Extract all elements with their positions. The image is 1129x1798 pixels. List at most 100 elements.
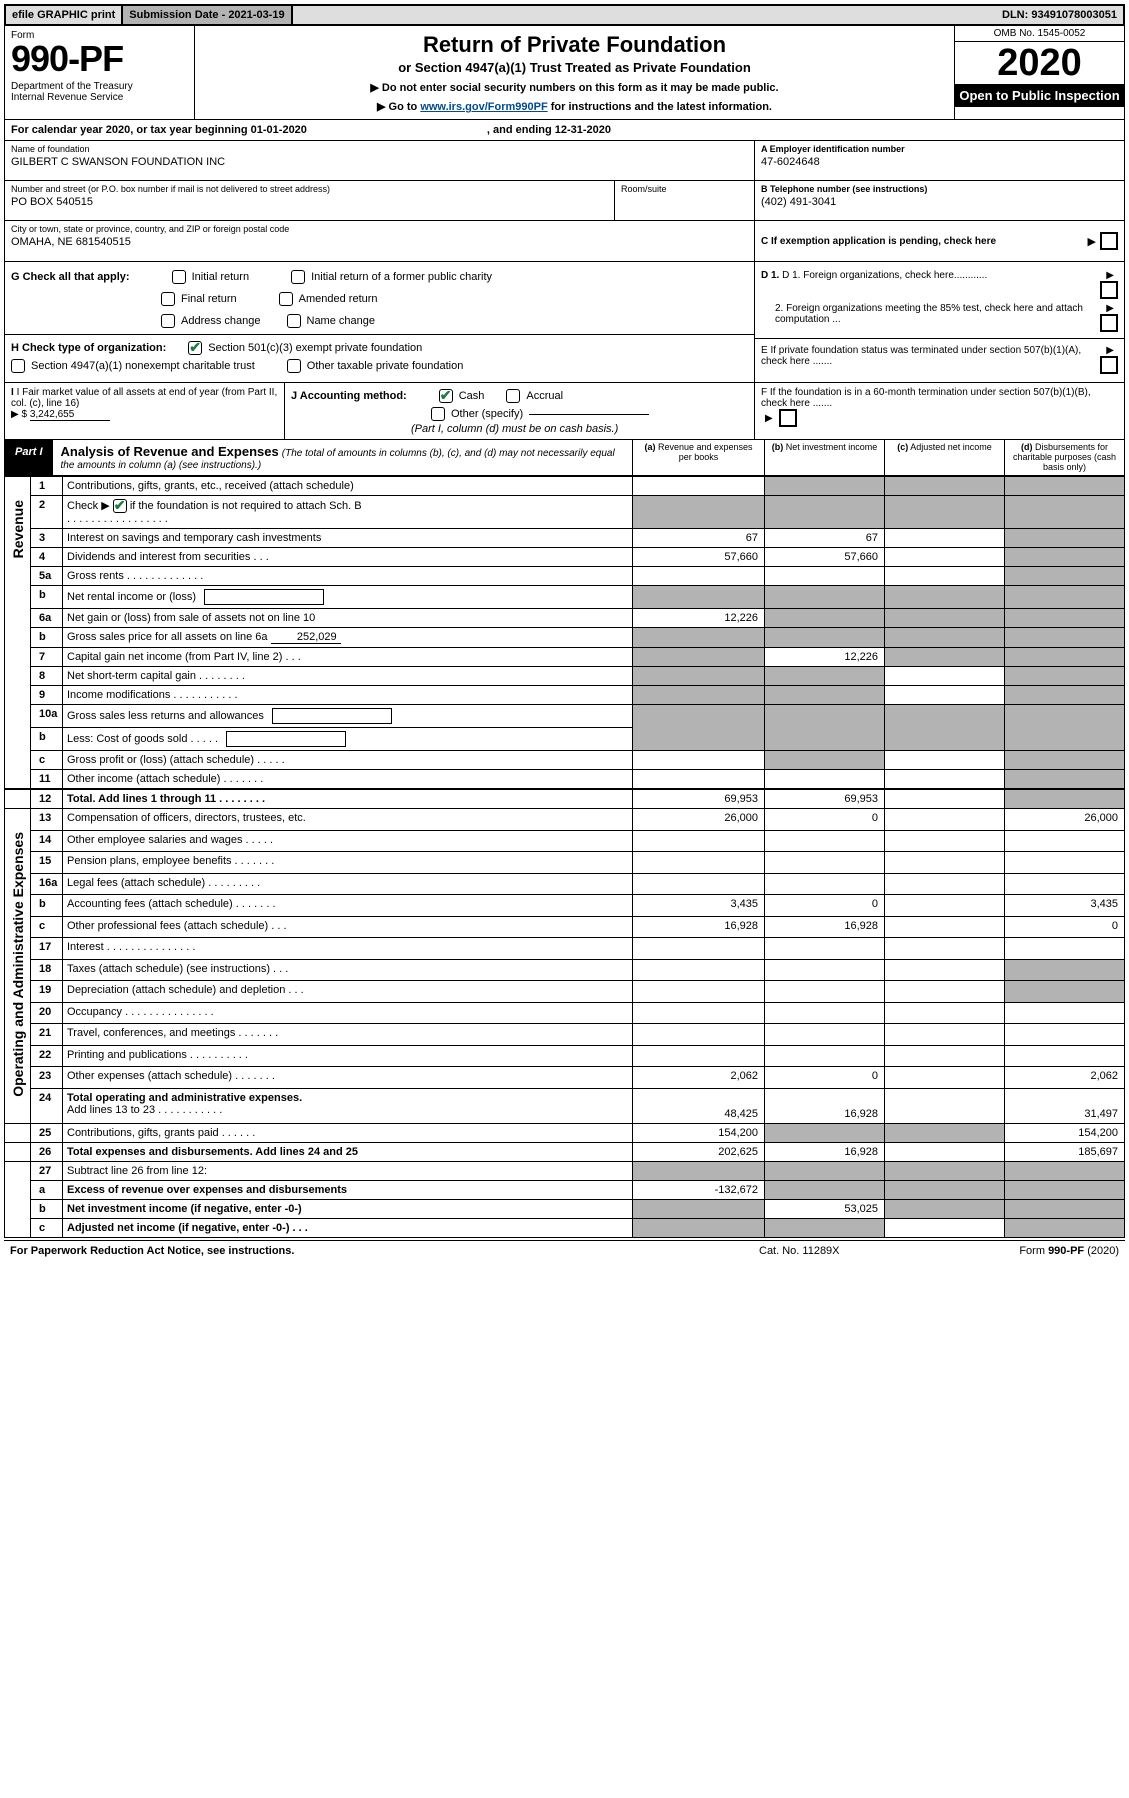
exemption-checkbox[interactable] xyxy=(1100,232,1118,250)
ssn-warning: ▶ Do not enter social security numbers o… xyxy=(205,81,944,94)
cell-a: 57,660 xyxy=(633,548,765,567)
row-num: 6a xyxy=(31,609,63,628)
4947-label: Section 4947(a)(1) nonexempt charitable … xyxy=(31,360,255,372)
row-num: 21 xyxy=(31,1024,63,1046)
h-label: H Check type of organization: xyxy=(11,342,166,354)
cell-d: 154,200 xyxy=(1005,1123,1125,1142)
omb-number: OMB No. 1545-0052 xyxy=(955,26,1124,42)
d2-checkbox[interactable] xyxy=(1100,314,1118,332)
row-desc: Net investment income (if negative, ente… xyxy=(67,1203,302,1215)
ijf-row: I I Fair market value of all assets at e… xyxy=(4,383,1125,440)
amended-return-checkbox[interactable] xyxy=(279,292,293,306)
r24-text: Total operating and administrative expen… xyxy=(67,1092,302,1104)
final-return-label: Final return xyxy=(181,293,237,305)
d1-checkbox[interactable] xyxy=(1100,281,1118,299)
initial-return-checkbox[interactable] xyxy=(172,270,186,284)
row-num: 23 xyxy=(31,1067,63,1089)
col-c-head: (c) Adjusted net income xyxy=(884,440,1004,475)
other-taxable-label: Other taxable private foundation xyxy=(307,360,464,372)
row-num: 4 xyxy=(31,548,63,567)
r2-pre: Check ▶ xyxy=(67,500,113,512)
row-num: 13 xyxy=(31,809,63,831)
row-desc: Interest on savings and temporary cash i… xyxy=(63,529,633,548)
f-checkbox[interactable] xyxy=(779,409,797,427)
r2-post: if the foundation is not required to att… xyxy=(127,500,362,512)
table-row: 10a Gross sales less returns and allowan… xyxy=(5,705,1125,728)
paperwork-notice: For Paperwork Reduction Act Notice, see … xyxy=(10,1245,759,1257)
row-num: c xyxy=(31,751,63,770)
cash-checkbox[interactable] xyxy=(439,389,453,403)
row-desc: Adjusted net income (if negative, enter … xyxy=(67,1222,308,1234)
arrow-icon: ▶ xyxy=(1088,235,1096,248)
name-change-label: Name change xyxy=(307,315,376,327)
row-desc: Gross profit or (loss) (attach schedule)… xyxy=(63,751,633,770)
other-method-checkbox[interactable] xyxy=(431,407,445,421)
col-a-text: Revenue and expenses per books xyxy=(658,442,753,462)
initial-former-checkbox[interactable] xyxy=(291,270,305,284)
table-row: 11 Other income (attach schedule) . . . … xyxy=(5,770,1125,790)
r10a-text: Gross sales less returns and allowances xyxy=(67,710,264,722)
table-row: 25 Contributions, gifts, grants paid . .… xyxy=(5,1123,1125,1142)
row-desc: Compensation of officers, directors, tru… xyxy=(63,809,633,831)
row-desc: Check ▶ if the foundation is not require… xyxy=(63,496,633,529)
table-row: c Adjusted net income (if negative, ente… xyxy=(5,1218,1125,1237)
cell-d: 3,435 xyxy=(1005,895,1125,917)
row-num: 25 xyxy=(31,1123,63,1142)
row-num: 15 xyxy=(31,852,63,874)
accrual-label: Accrual xyxy=(526,390,563,402)
table-row: 18 Taxes (attach schedule) (see instruct… xyxy=(5,959,1125,981)
row-desc: Taxes (attach schedule) (see instruction… xyxy=(63,959,633,981)
row-num: 14 xyxy=(31,830,63,852)
row-num: 24 xyxy=(31,1088,63,1123)
accrual-checkbox[interactable] xyxy=(506,389,520,403)
row-num: 10a xyxy=(31,705,63,728)
row-num: 1 xyxy=(31,477,63,496)
r10b-text: Less: Cost of goods sold . . . . . xyxy=(67,733,218,745)
address-change-label: Address change xyxy=(181,315,261,327)
part1-table: Revenue 1 Contributions, gifts, grants, … xyxy=(4,476,1125,1238)
row-num: c xyxy=(31,1218,63,1237)
name-change-checkbox[interactable] xyxy=(287,314,301,328)
j-label: J Accounting method: xyxy=(291,390,407,402)
cash-label: Cash xyxy=(459,390,485,402)
schb-checkbox[interactable] xyxy=(113,499,127,513)
501c3-checkbox[interactable] xyxy=(188,341,202,355)
row-desc: Subtract line 26 from line 12: xyxy=(63,1161,633,1180)
row-desc: Travel, conferences, and meetings . . . … xyxy=(63,1024,633,1046)
row-num: 19 xyxy=(31,981,63,1003)
city-value: OMAHA, NE 681540515 xyxy=(11,236,748,248)
row-num: b xyxy=(31,586,63,609)
table-row: 16a Legal fees (attach schedule) . . . .… xyxy=(5,873,1125,895)
arrow-icon: ▶ xyxy=(1106,270,1114,281)
form990pf-link[interactable]: www.irs.gov/Form990PF xyxy=(420,101,547,113)
row-desc: Pension plans, employee benefits . . . .… xyxy=(63,852,633,874)
efile-graphic-label[interactable]: efile GRAPHIC print xyxy=(6,6,123,24)
row-desc: Total operating and administrative expen… xyxy=(63,1088,633,1123)
cell-b: 16,928 xyxy=(765,1142,885,1161)
phone-value: (402) 491-3041 xyxy=(761,196,1118,208)
goto-pre: ▶ Go to xyxy=(377,101,420,113)
row-num: b xyxy=(31,628,63,648)
i-amount: 3,242,655 xyxy=(30,409,110,421)
4947-checkbox[interactable] xyxy=(11,359,25,373)
table-row: 21 Travel, conferences, and meetings . .… xyxy=(5,1024,1125,1046)
final-return-checkbox[interactable] xyxy=(161,292,175,306)
table-row: 19 Depreciation (attach schedule) and de… xyxy=(5,981,1125,1003)
other-taxable-checkbox[interactable] xyxy=(287,359,301,373)
form-number: 990-PF xyxy=(11,41,188,77)
row-num: 5a xyxy=(31,567,63,586)
form-header: Form 990-PF Department of the Treasury I… xyxy=(4,26,1125,120)
cell-a: 2,062 xyxy=(633,1067,765,1089)
row-desc: Gross sales less returns and allowances xyxy=(63,705,633,728)
d1-label: D 1. xyxy=(761,270,779,281)
dln-label: DLN: 93491078003051 xyxy=(996,6,1123,24)
address-change-checkbox[interactable] xyxy=(161,314,175,328)
amended-return-label: Amended return xyxy=(299,293,378,305)
e-checkbox[interactable] xyxy=(1100,356,1118,374)
revenue-sidelabel: Revenue xyxy=(10,480,26,578)
row-num: 17 xyxy=(31,938,63,960)
col-c-text: Adjusted net income xyxy=(910,442,992,452)
d2-text: 2. Foreign organizations meeting the 85%… xyxy=(761,303,1092,325)
row-desc: Other income (attach schedule) . . . . .… xyxy=(63,770,633,790)
row-desc: Net gain or (loss) from sale of assets n… xyxy=(63,609,633,628)
